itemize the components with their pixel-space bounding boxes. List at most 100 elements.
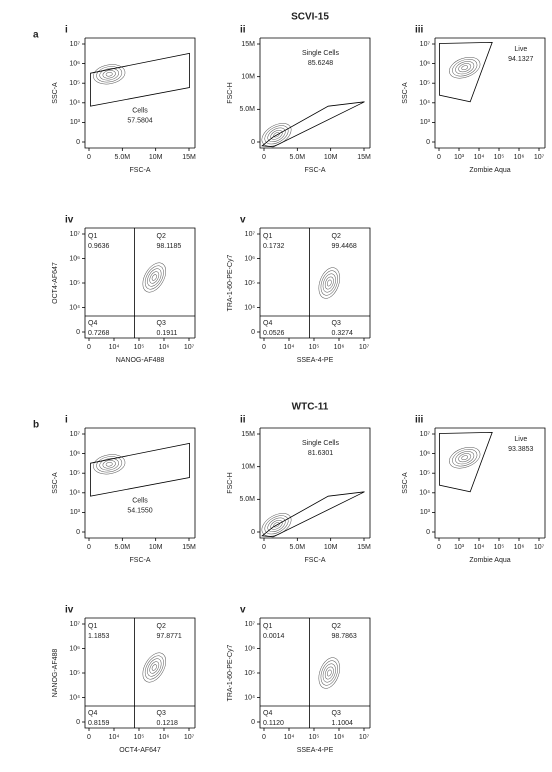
x-axis-label: OCT4-AF647 [119, 747, 161, 754]
quadrant-value: 0.9636 [88, 243, 110, 250]
y-axis-label: FSC-H [227, 472, 234, 493]
contour [320, 270, 338, 296]
panel-numeral: ii [240, 25, 246, 36]
x-axis-label: FSC-A [130, 167, 151, 174]
x-tick-label: 0 [87, 344, 91, 351]
x-tick-label: 10⁶ [334, 344, 345, 351]
quadrant-name: Q2 [157, 233, 166, 240]
quadrant-name: Q3 [157, 320, 166, 327]
x-tick-label: 10⁷ [534, 154, 545, 161]
panel: iii 0 10³ 10⁴ 10⁵ 10⁶ 10⁷ 0 10³ 10⁴ 10⁵ 10⁶ 10⁷ Zombi… [402, 415, 546, 564]
gate [261, 491, 365, 538]
x-axis-label: SSEA-4-PE [297, 357, 334, 364]
x-axis-label: Zombie Aqua [469, 557, 510, 564]
contour [264, 125, 289, 145]
x-axis-label: FSC-A [305, 167, 326, 174]
contour [455, 61, 475, 75]
x-tick-label: 5.0M [115, 544, 131, 551]
x-tick-label: 10³ [454, 154, 465, 161]
y-tick-label: 10³ [70, 119, 81, 126]
contour [151, 274, 157, 281]
x-tick-label: 10³ [454, 544, 465, 551]
y-tick-label: 5.0M [239, 496, 255, 503]
axis-frame [84, 228, 195, 339]
y-tick-label: 0 [76, 529, 80, 536]
contour [147, 268, 162, 287]
y-tick-label: 10⁵ [419, 80, 430, 87]
x-tick-label: 10⁴ [284, 344, 295, 351]
contour [149, 661, 160, 674]
quadrant-value: 0.1120 [263, 720, 284, 727]
contour [322, 273, 336, 293]
contour [151, 664, 157, 671]
gate [438, 431, 493, 493]
x-tick-label: 10M [149, 544, 163, 551]
x-tick-label: 10⁵ [494, 544, 505, 551]
y-tick-label: 10⁴ [69, 304, 80, 311]
x-axis-label: FSC-A [305, 557, 326, 564]
y-tick-label: 10⁴ [244, 304, 255, 311]
quadrant-value: 0.3274 [332, 330, 354, 337]
panel-numeral: ii [240, 415, 246, 426]
contour [324, 276, 334, 290]
x-tick-label: 0 [262, 544, 266, 551]
gate [261, 101, 365, 148]
axis-frame [259, 37, 371, 149]
x-tick-label: 10⁵ [309, 344, 320, 351]
y-tick-label: 0 [76, 329, 80, 336]
panel-numeral: iii [415, 415, 424, 426]
section-title: SCVI-15 [291, 12, 329, 23]
x-tick-label: 10⁶ [159, 344, 170, 351]
x-tick-label: 10⁶ [514, 154, 525, 161]
contour [99, 458, 119, 471]
contour [144, 655, 164, 680]
contour [324, 666, 334, 680]
y-tick-label: 10M [241, 74, 255, 81]
x-tick-label: 15M [357, 544, 371, 551]
contour [455, 451, 475, 465]
x-tick-label: 0 [87, 544, 91, 551]
x-tick-label: 0 [87, 154, 91, 161]
panel: ii 0 5.0M 10M 15M 0 5.0M 10M 15M FSC-A FSC-H Single… [227, 25, 371, 174]
y-axis-label: SSC-A [402, 472, 409, 494]
axis-frame [434, 427, 546, 539]
x-tick-label: 10⁷ [359, 734, 370, 741]
y-tick-label: 15M [241, 431, 255, 438]
quadrant-name: Q4 [263, 710, 272, 717]
y-tick-label: 10⁷ [70, 431, 81, 438]
y-tick-label: 10⁷ [70, 231, 81, 238]
x-axis-label: NANOG-AF488 [116, 357, 165, 364]
panel-numeral: v [240, 215, 246, 226]
y-axis-label: NANOG-AF488 [52, 649, 59, 698]
y-tick-label: 10⁴ [419, 100, 430, 107]
y-axis-label: SSC-A [52, 82, 59, 104]
gate [438, 41, 493, 103]
section-letter: b [33, 420, 39, 431]
quadrant-name: Q2 [332, 623, 341, 630]
axis-frame [259, 427, 371, 539]
x-axis-label: FSC-A [130, 557, 151, 564]
y-tick-label: 0 [251, 329, 255, 336]
y-tick-label: 0 [251, 719, 255, 726]
panel-numeral: i [65, 25, 68, 36]
x-tick-label: 5.0M [290, 544, 306, 551]
y-tick-label: 10⁶ [244, 255, 255, 262]
gate-name: Cells [132, 497, 148, 504]
y-tick-label: 10⁵ [69, 470, 80, 477]
panel-numeral: iv [65, 605, 74, 616]
y-axis-label: TRA-1-60-PE-Cy7 [227, 645, 234, 702]
y-axis-label: OCT4-AF647 [52, 262, 59, 304]
gate-value: 94.1327 [508, 56, 533, 63]
x-tick-label: 10⁵ [494, 154, 505, 161]
section-title: WTC-11 [292, 402, 329, 413]
quadrant-value: 1.1853 [88, 633, 110, 640]
y-tick-label: 0 [76, 139, 80, 146]
x-tick-label: 10⁵ [134, 734, 145, 741]
y-tick-label: 0 [76, 719, 80, 726]
quadrant-name: Q1 [88, 623, 97, 630]
x-tick-label: 0 [437, 544, 441, 551]
panel: iii 0 10³ 10⁴ 10⁵ 10⁶ 10⁷ 0 10³ 10⁴ 10⁵ 10⁶ 10⁷ Zombi… [402, 25, 546, 174]
contour [102, 460, 116, 469]
x-tick-label: 10⁷ [184, 344, 195, 351]
